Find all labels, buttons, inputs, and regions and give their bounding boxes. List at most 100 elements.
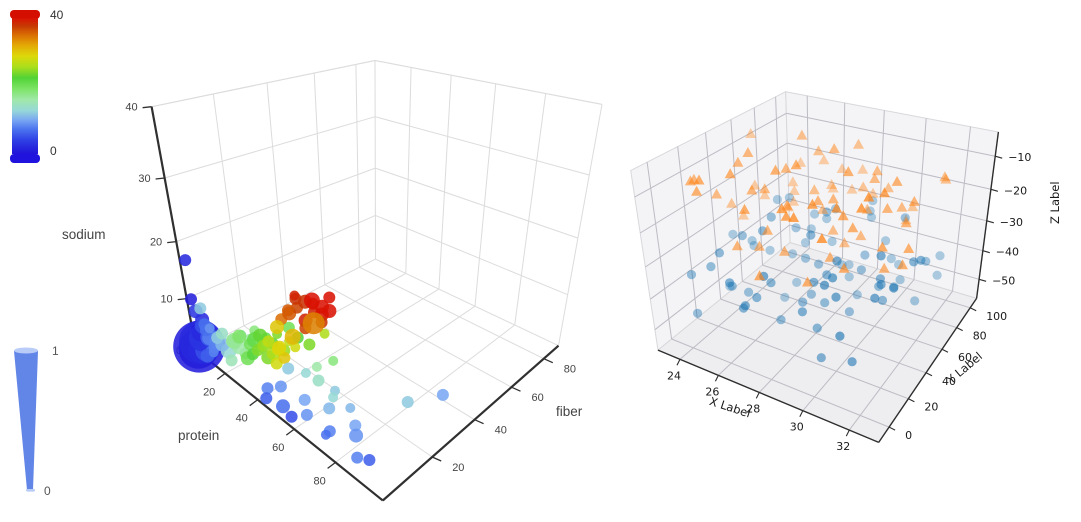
data-point-triangle[interactable]: [891, 175, 903, 186]
data-point-circle[interactable]: [816, 353, 826, 363]
data-point-circle[interactable]: [866, 212, 877, 222]
data-point-triangle[interactable]: [855, 230, 867, 241]
data-point-triangle[interactable]: [738, 209, 749, 220]
data-point-triangle[interactable]: [846, 183, 858, 194]
data-point[interactable]: [323, 402, 336, 415]
data-point[interactable]: [349, 428, 364, 443]
data-point-triangle[interactable]: [762, 224, 773, 235]
data-point-triangle[interactable]: [908, 195, 920, 206]
data-point[interactable]: [328, 392, 339, 403]
data-point-triangle[interactable]: [780, 162, 792, 173]
data-point-triangle[interactable]: [857, 163, 869, 174]
data-point[interactable]: [349, 419, 362, 432]
data-point-triangle[interactable]: [838, 262, 850, 273]
data-point[interactable]: [179, 254, 192, 267]
data-point-circle[interactable]: [895, 275, 905, 285]
data-point-circle[interactable]: [812, 323, 822, 333]
data-point-circle[interactable]: [832, 256, 842, 266]
data-point-triangle[interactable]: [691, 185, 703, 196]
data-point-circle[interactable]: [877, 295, 888, 305]
data-point-triangle[interactable]: [827, 224, 839, 235]
data-point[interactable]: [300, 368, 311, 378]
data-point-circle[interactable]: [876, 279, 886, 290]
data-point-triangle[interactable]: [770, 164, 781, 175]
data-point-triangle[interactable]: [753, 240, 765, 251]
data-point-circle[interactable]: [835, 331, 845, 341]
data-point-circle[interactable]: [706, 262, 716, 272]
data-point-triangle[interactable]: [827, 182, 839, 193]
data-point-triangle[interactable]: [796, 129, 808, 140]
data-point[interactable]: [312, 374, 325, 387]
data-point-circle[interactable]: [737, 231, 747, 241]
data-point[interactable]: [320, 429, 331, 440]
data-point-circle[interactable]: [856, 265, 867, 275]
data-point-triangle[interactable]: [726, 197, 738, 208]
data-point-triangle[interactable]: [940, 173, 952, 184]
data-point-triangle[interactable]: [907, 201, 919, 212]
data-point-circle[interactable]: [772, 194, 783, 205]
data-point-circle[interactable]: [693, 308, 703, 318]
data-point-triangle[interactable]: [731, 240, 743, 251]
data-point-circle[interactable]: [798, 297, 808, 307]
data-point-triangle[interactable]: [754, 270, 766, 281]
data-point-circle[interactable]: [784, 193, 795, 203]
data-point-circle[interactable]: [810, 209, 820, 219]
data-point-triangle[interactable]: [788, 185, 800, 195]
data-point[interactable]: [351, 451, 364, 464]
data-point-triangle[interactable]: [746, 184, 758, 195]
data-point[interactable]: [278, 351, 291, 364]
data-point-triangle[interactable]: [711, 188, 723, 199]
data-point-circle[interactable]: [932, 270, 942, 280]
data-point-triangle[interactable]: [881, 202, 893, 213]
data-point-triangle[interactable]: [806, 198, 818, 209]
data-point-circle[interactable]: [847, 357, 857, 367]
data-point-circle[interactable]: [725, 278, 735, 288]
data-point[interactable]: [204, 323, 215, 334]
data-point[interactable]: [302, 312, 325, 335]
data-point[interactable]: [285, 410, 298, 423]
data-point[interactable]: [311, 361, 322, 372]
data-point-circle[interactable]: [801, 253, 811, 263]
data-point-circle[interactable]: [889, 283, 899, 293]
data-point-triangle[interactable]: [896, 201, 908, 212]
data-point-triangle[interactable]: [847, 222, 859, 233]
data-point-circle[interactable]: [766, 278, 776, 288]
data-point-triangle[interactable]: [897, 259, 908, 270]
data-point-triangle[interactable]: [827, 193, 839, 204]
data-point-circle[interactable]: [827, 236, 837, 247]
data-point-triangle[interactable]: [759, 183, 771, 194]
data-point-triangle[interactable]: [813, 145, 824, 156]
data-point[interactable]: [272, 340, 287, 355]
data-point-circle[interactable]: [806, 289, 817, 299]
data-point-triangle[interactable]: [878, 262, 890, 273]
data-point-circle[interactable]: [886, 254, 896, 264]
data-point[interactable]: [319, 328, 330, 339]
data-point-circle[interactable]: [865, 206, 875, 216]
data-point-triangle[interactable]: [779, 245, 790, 256]
data-point-circle[interactable]: [935, 251, 945, 261]
data-point[interactable]: [303, 338, 316, 351]
data-point-circle[interactable]: [870, 293, 880, 303]
data-point-triangle[interactable]: [831, 202, 843, 213]
data-point[interactable]: [284, 328, 301, 345]
data-point-circle[interactable]: [686, 270, 697, 280]
data-point-circle[interactable]: [822, 207, 832, 217]
data-point[interactable]: [194, 302, 207, 315]
data-point[interactable]: [282, 304, 294, 317]
data-point-triangle[interactable]: [780, 210, 792, 221]
data-point-circle[interactable]: [819, 280, 830, 290]
data-point-circle[interactable]: [844, 272, 854, 282]
data-point-triangle[interactable]: [856, 202, 867, 213]
data-point[interactable]: [276, 399, 290, 414]
data-point-triangle[interactable]: [876, 241, 888, 252]
data-point-triangle[interactable]: [857, 181, 869, 192]
data-point-circle[interactable]: [766, 212, 776, 222]
data-point-triangle[interactable]: [812, 195, 824, 206]
data-point-circle[interactable]: [822, 214, 832, 224]
data-point[interactable]: [261, 382, 274, 395]
data-point-triangle[interactable]: [853, 138, 864, 149]
data-point-triangle[interactable]: [863, 191, 875, 202]
data-point[interactable]: [436, 388, 449, 401]
